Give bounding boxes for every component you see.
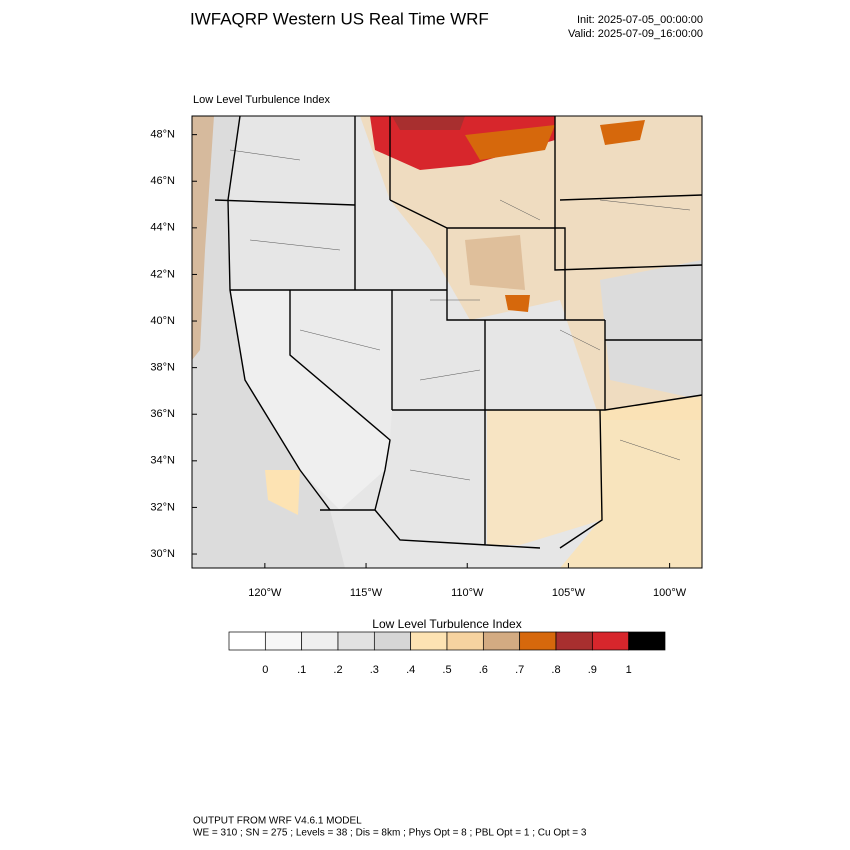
y-tick-label: 46°N (150, 175, 175, 187)
colorbar-label: .4 (406, 664, 415, 676)
y-tick-label: 30°N (150, 548, 175, 560)
y-tick-label: 48°N (150, 129, 175, 141)
colorbar-box (228, 631, 266, 651)
colorbar-title: Low Level Turbulence Index (372, 617, 521, 631)
y-tick-label: 44°N (150, 222, 175, 234)
colorbar-box (373, 631, 412, 651)
colorbar-box (555, 631, 593, 651)
colorbar-box (482, 631, 521, 651)
footer-line: WE = 310 ; SN = 275 ; Levels = 38 ; Dis … (193, 828, 587, 839)
y-tick-label: 42°N (150, 268, 175, 280)
title: IWFAQRP Western US Real Time WRF (190, 9, 489, 28)
y-tick-label: 34°N (150, 455, 175, 467)
y-tick-label: 32°N (150, 501, 175, 513)
y-tick-label: 40°N (150, 315, 175, 327)
map-field (192, 116, 702, 568)
colorbar-label: .8 (551, 664, 560, 676)
footer-line: OUTPUT FROM WRF V4.6.1 MODEL (193, 816, 362, 827)
colorbar-label: .1 (297, 664, 306, 676)
colorbar-label: .6 (479, 664, 488, 676)
boundaries (214, 115, 703, 549)
colorbar-box (519, 631, 557, 651)
x-tick-label: 120°W (248, 587, 282, 599)
init-time: Init: 2025-07-05_00:00:00 (577, 14, 703, 26)
colorbar-label: .9 (588, 664, 597, 676)
colorbar-label: .3 (370, 664, 379, 676)
colorbar-box (410, 631, 448, 651)
x-tick-label: 100°W (653, 587, 687, 599)
colorbar-label: .7 (515, 664, 524, 676)
y-tick-label: 38°N (150, 362, 175, 374)
colorbar-label: 0 (262, 664, 268, 676)
map-frame (191, 115, 703, 569)
x-tick-label: 115°W (350, 587, 383, 599)
colorbar-box (591, 631, 630, 651)
map-subtitle: Low Level Turbulence Index (193, 94, 330, 106)
x-tick-label: 110°W (451, 587, 484, 599)
colorbar-box (628, 631, 666, 651)
x-tick-label: 105°W (552, 587, 586, 599)
colorbar-box (264, 631, 303, 651)
colorbar-box (301, 631, 339, 651)
colorbar-label: .5 (442, 664, 451, 676)
colorbar-label: .2 (333, 664, 342, 676)
colorbar-box (446, 631, 484, 651)
valid-time: Valid: 2025-07-09_16:00:00 (568, 28, 703, 40)
y-tick-label: 36°N (150, 408, 175, 420)
colorbar-box (337, 631, 375, 651)
colorbar-label: 1 (626, 664, 632, 676)
